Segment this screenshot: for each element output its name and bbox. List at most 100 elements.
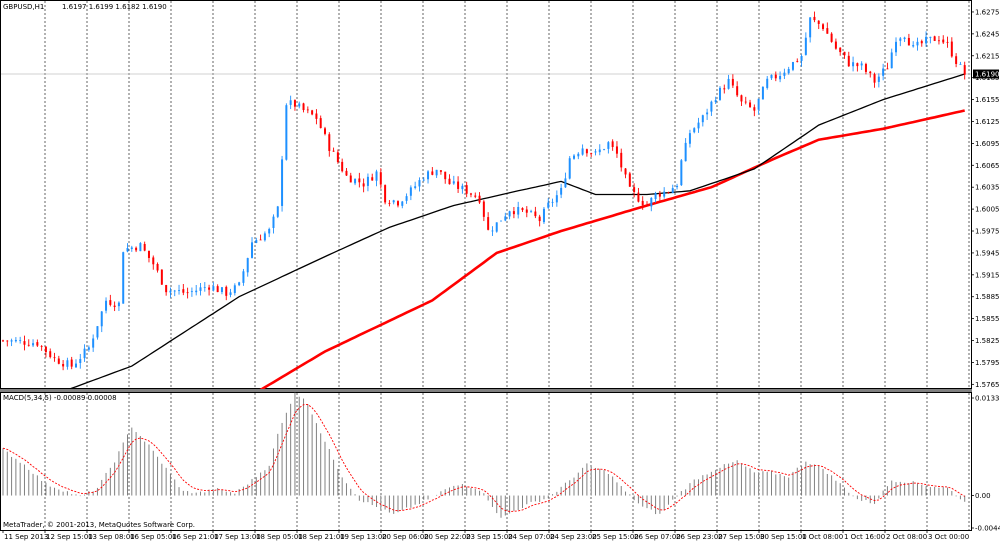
candle <box>933 35 936 42</box>
candle <box>195 284 198 296</box>
candle <box>272 214 275 234</box>
candle-body <box>839 47 842 53</box>
candle-body <box>40 345 43 347</box>
symbol-label: GBPUSD,H1 <box>3 3 44 11</box>
candle <box>126 243 129 253</box>
candle-body <box>594 151 597 153</box>
candle-body <box>809 17 812 38</box>
candle-body <box>246 258 249 273</box>
candle-body <box>105 300 108 311</box>
candle-body <box>731 78 734 86</box>
candle-body <box>650 197 653 207</box>
candle-body <box>637 192 640 202</box>
candle-body <box>315 113 318 119</box>
candle-body <box>448 178 451 185</box>
candle <box>452 175 455 185</box>
candle-body <box>263 233 266 241</box>
candle <box>594 148 597 156</box>
candle-body <box>925 36 928 44</box>
candle-body <box>787 69 790 74</box>
candle <box>474 192 477 199</box>
candle <box>27 339 30 347</box>
candle-body <box>401 201 404 206</box>
candle <box>341 158 344 173</box>
candle-body <box>23 341 26 345</box>
time-tick-label: 1 Oct 16:00 <box>844 533 885 541</box>
candle-body <box>349 175 352 183</box>
candle-body <box>847 55 850 67</box>
candle-body <box>130 247 133 250</box>
candle-body <box>508 211 511 217</box>
candle-body <box>710 101 713 112</box>
candle <box>216 284 219 293</box>
candle <box>139 242 142 252</box>
candle-body <box>83 348 86 359</box>
candle <box>371 173 374 181</box>
candle-body <box>152 257 155 265</box>
price-tick-label: 1.6035 <box>975 184 1000 192</box>
candle <box>444 171 447 184</box>
candle <box>349 172 352 183</box>
candle-body <box>512 211 515 215</box>
time-tick-label: 20 Sep 22:00 <box>424 533 471 541</box>
price-panel-frame <box>0 0 972 389</box>
candle <box>220 287 223 295</box>
ma-fast-line <box>2 73 965 415</box>
candle-body <box>36 342 39 346</box>
candle <box>757 98 760 115</box>
candle <box>517 201 520 219</box>
ma-fast-layer <box>2 73 965 415</box>
candle-body <box>431 171 434 175</box>
candle <box>624 167 627 179</box>
candle <box>671 184 674 194</box>
candle <box>53 352 56 362</box>
candle-body <box>268 228 271 234</box>
candle <box>212 282 215 292</box>
macd-indicator-label: MACD(5,34,5) -0.00089 0.00008 <box>3 394 117 402</box>
candle <box>817 20 820 30</box>
candle-body <box>53 357 56 359</box>
price-tick-label: 1.6095 <box>975 140 1000 148</box>
candle <box>731 74 734 88</box>
candle <box>869 70 872 78</box>
candle <box>766 76 769 90</box>
candle <box>23 335 26 351</box>
candle-body <box>461 185 464 190</box>
candle-body <box>182 289 185 293</box>
candle <box>912 41 915 48</box>
candle-body <box>418 180 421 187</box>
candle-body <box>766 78 769 88</box>
candle <box>457 176 460 193</box>
candle-body <box>800 55 803 61</box>
candle <box>439 170 442 175</box>
candle <box>641 196 644 210</box>
candle <box>354 178 357 186</box>
candle <box>500 220 503 222</box>
current-price-tag: 1.6190 <box>973 69 1000 79</box>
candle <box>255 237 258 244</box>
candle-body <box>834 41 837 49</box>
candle <box>83 344 86 362</box>
candle <box>688 129 691 148</box>
candle <box>959 61 962 65</box>
candle <box>384 184 387 205</box>
candle <box>555 190 558 207</box>
candle-body <box>336 152 339 162</box>
candle <box>774 71 777 82</box>
candle-body <box>96 326 99 338</box>
time-tick-label: 17 Sep 13:00 <box>214 533 261 541</box>
candle <box>147 250 150 263</box>
candle-body <box>293 100 296 107</box>
candle <box>701 114 704 127</box>
candle-body <box>285 105 288 160</box>
candle-body <box>220 287 223 293</box>
candle <box>749 99 752 109</box>
candle-body <box>736 86 739 96</box>
candle <box>105 297 108 314</box>
candle <box>122 251 125 304</box>
panel-separator[interactable] <box>0 389 972 392</box>
candle <box>435 169 438 178</box>
candle <box>963 61 966 80</box>
